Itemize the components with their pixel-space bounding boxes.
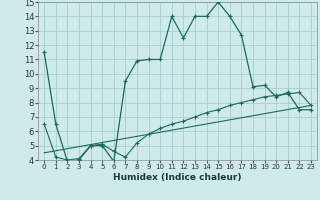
X-axis label: Humidex (Indice chaleur): Humidex (Indice chaleur) <box>113 173 242 182</box>
